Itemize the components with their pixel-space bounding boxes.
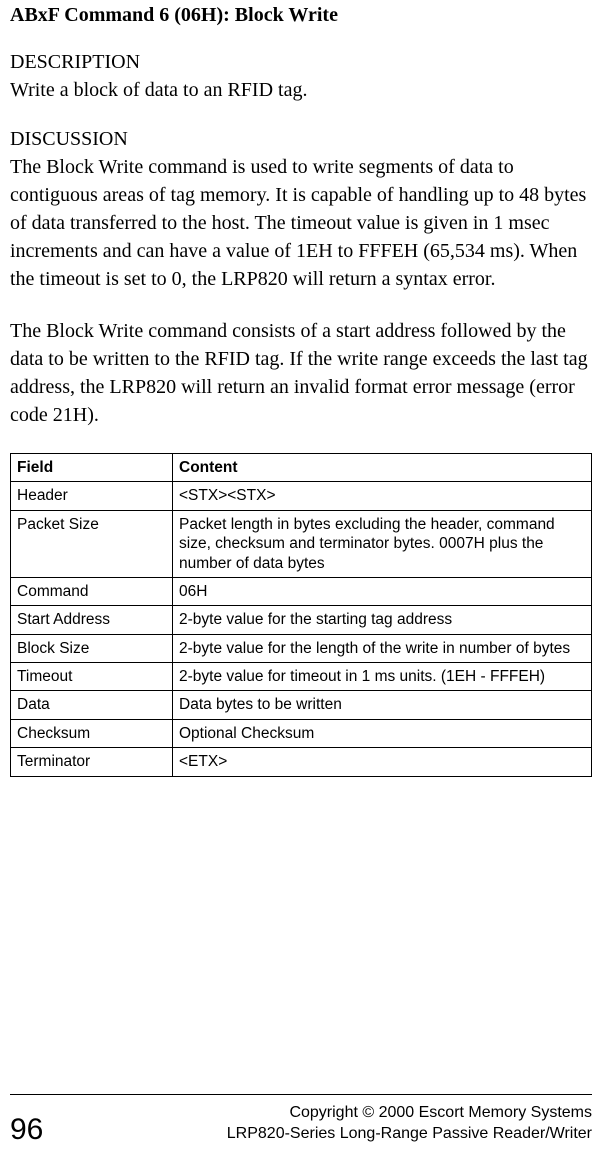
table-header-row: Field Content (11, 454, 592, 482)
page-footer: 96 Copyright © 2000 Escort Memory System… (10, 1103, 592, 1145)
cell-field: Terminator (11, 748, 173, 776)
cell-content: <ETX> (173, 748, 592, 776)
discussion-para1: The Block Write command is used to write… (10, 153, 592, 293)
cell-content: Packet length in bytes excluding the hea… (173, 510, 592, 577)
cell-field: Timeout (11, 663, 173, 691)
cell-content: 2-byte value for the starting tag addres… (173, 606, 592, 634)
field-content-table: Field Content Header <STX><STX> Packet S… (10, 453, 592, 777)
column-header-field: Field (11, 454, 173, 482)
page-title: ABxF Command 6 (06H): Block Write (10, 4, 592, 27)
cell-field: Checksum (11, 719, 173, 747)
cell-content: 2-byte value for timeout in 1 ms units. … (173, 663, 592, 691)
table-row: Block Size 2-byte value for the length o… (11, 634, 592, 662)
cell-content: <STX><STX> (173, 482, 592, 510)
table-row: Command 06H (11, 577, 592, 605)
footer-text: Copyright © 2000 Escort Memory Systems L… (227, 1103, 592, 1145)
page-number: 96 (10, 1115, 43, 1145)
cell-field: Command (11, 577, 173, 605)
cell-content: Optional Checksum (173, 719, 592, 747)
cell-field: Data (11, 691, 173, 719)
description-heading: DESCRIPTION (10, 51, 592, 74)
footer-copyright: Copyright © 2000 Escort Memory Systems (227, 1103, 592, 1124)
cell-field: Header (11, 482, 173, 510)
description-text: Write a block of data to an RFID tag. (10, 76, 592, 104)
table-row: Checksum Optional Checksum (11, 719, 592, 747)
cell-field: Start Address (11, 606, 173, 634)
table-row: Header <STX><STX> (11, 482, 592, 510)
table-row: Packet Size Packet length in bytes exclu… (11, 510, 592, 577)
table-row: Timeout 2-byte value for timeout in 1 ms… (11, 663, 592, 691)
cell-content: Data bytes to be written (173, 691, 592, 719)
table-row: Start Address 2-byte value for the start… (11, 606, 592, 634)
column-header-content: Content (173, 454, 592, 482)
cell-field: Packet Size (11, 510, 173, 577)
table-row: Terminator <ETX> (11, 748, 592, 776)
cell-field: Block Size (11, 634, 173, 662)
discussion-heading: DISCUSSION (10, 128, 592, 151)
cell-content: 06H (173, 577, 592, 605)
footer-product: LRP820-Series Long-Range Passive Reader/… (227, 1124, 592, 1145)
table-row: Data Data bytes to be written (11, 691, 592, 719)
discussion-para2: The Block Write command consists of a st… (10, 317, 592, 429)
cell-content: 2-byte value for the length of the write… (173, 634, 592, 662)
footer-divider (10, 1094, 592, 1095)
